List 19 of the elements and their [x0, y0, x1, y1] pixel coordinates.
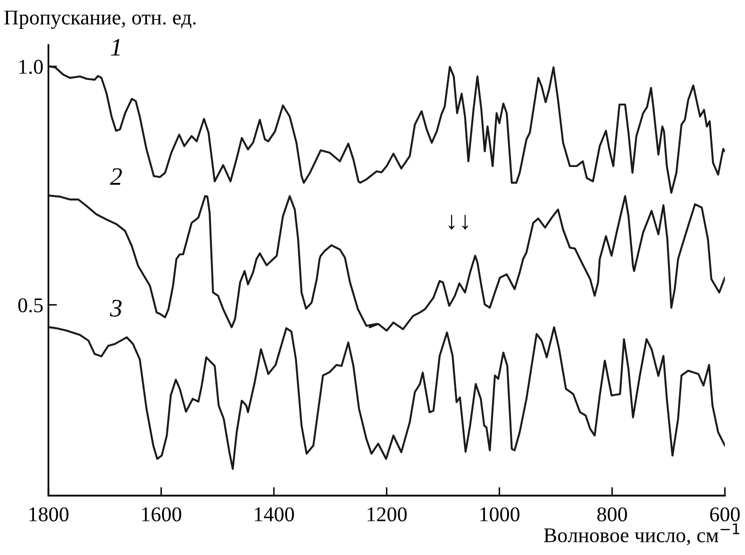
y-axis-title: Пропускание, отн. ед. — [4, 10, 196, 29]
annotation: 2 — [110, 168, 122, 185]
x-tick-label: 1200 — [368, 507, 407, 522]
x-tick-label: 1000 — [480, 507, 520, 522]
line-series — [48, 65, 725, 194]
annotation: ↓ — [448, 214, 455, 230]
annotation: 3 — [110, 300, 122, 317]
x-axis-title: Волновое число, см$^{−1}$ — [544, 523, 740, 546]
x-tick-label: 600 — [710, 507, 740, 522]
x-tick-label: 1400 — [254, 507, 294, 522]
x-tick-label: 800 — [597, 507, 627, 522]
annotation: 1 — [110, 39, 120, 56]
x-tick-label: 1600 — [142, 507, 182, 522]
line-series — [48, 194, 725, 332]
y-tick-label: 1.0 — [19, 60, 43, 74]
y-tick-label: 0.5 — [18, 298, 43, 312]
annotation: ↓ — [462, 214, 468, 230]
x-tick-label: 1800 — [29, 507, 68, 522]
line-series — [48, 326, 725, 470]
